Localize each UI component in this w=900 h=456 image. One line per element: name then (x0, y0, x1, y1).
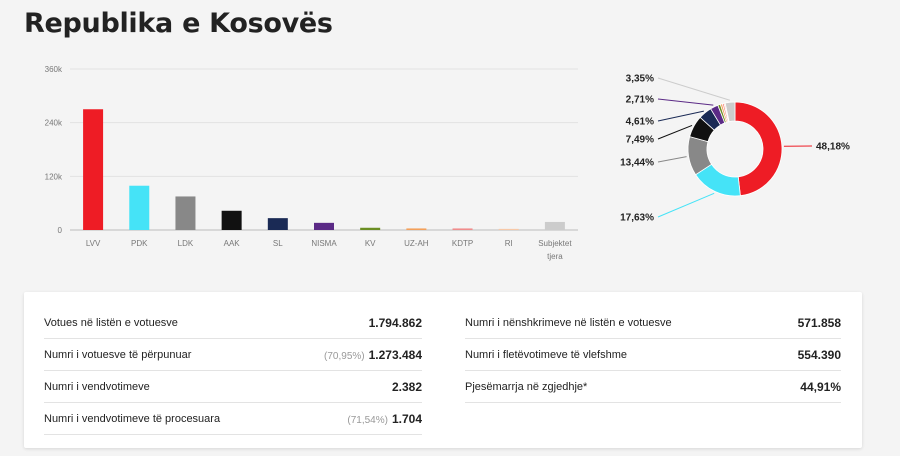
stats-panel: Votues në listën e votuesve 1.794.862 Nu… (24, 292, 862, 448)
bar-chart: 0 120k 240k 360k LVV PDK LDK AAK SL NISMA KV UZ-AH K… (45, 65, 578, 261)
stat-percent: (70,95%) (324, 350, 365, 362)
x-tick-label: tjera (547, 252, 563, 261)
stat-row-registered-voters: Votues në listën e votuesve 1.794.862 (44, 307, 422, 339)
slice-percent-label: 4,61% (626, 117, 654, 128)
slice-percent-label: 13,44% (620, 158, 654, 169)
stat-row-polling-stations: Numri i vendvotimeve 2.382 (44, 371, 422, 403)
x-tick-label: KV (365, 239, 376, 248)
stat-value: 571.858 (797, 315, 841, 330)
x-tick-label: AAK (224, 239, 241, 248)
page-title: Republika e Kosovës (24, 8, 333, 39)
y-tick-label: 120k (45, 172, 63, 181)
y-tick-label: 0 (58, 226, 63, 235)
x-tick-label: NISMA (311, 239, 337, 248)
bar-kdtp[interactable] (452, 228, 473, 230)
x-tick-label: RI (505, 239, 513, 248)
stat-label: Numri i vendvotimeve të procesuara (44, 412, 221, 425)
label-connector (657, 192, 715, 218)
bar-sl[interactable] (267, 218, 288, 230)
stat-label: Pjesëmarrja në zgjedhje* (465, 380, 588, 393)
slice-percent-label: 3,35% (626, 74, 654, 85)
stat-value: 44,91% (800, 379, 841, 394)
x-tick-label: KDTP (452, 239, 473, 248)
x-tick-label: LDK (178, 239, 194, 248)
stat-row-processed-voters: Numri i votuesve të përpunuar (70,95%) 1.… (44, 339, 422, 371)
label-connector (657, 110, 704, 122)
bar-subjektet-tjera[interactable] (544, 221, 565, 230)
y-tick-label: 360k (45, 65, 63, 74)
bar-ri[interactable] (498, 228, 519, 230)
stat-value: 1.794.862 (368, 315, 422, 330)
donut-slice-subjektet-tjera[interactable] (724, 101, 736, 123)
bar-kv[interactable] (360, 227, 381, 230)
bar-ldk[interactable] (175, 196, 196, 230)
label-connector (657, 124, 693, 140)
label-connector (657, 77, 731, 101)
stats-left-column: Votues në listën e votuesve 1.794.862 Nu… (44, 307, 422, 435)
stat-percent: (71,54%) (347, 414, 388, 426)
x-tick-label: UZ-AH (404, 239, 429, 248)
stat-value: 1.704 (391, 411, 422, 426)
stat-row-valid-ballots: Numri i fletëvotimeve të vlefshme 554.39… (465, 339, 841, 371)
stat-row-signatures: Numri i nënshkrimeve në listën e votuesv… (465, 307, 841, 339)
stat-row-processed-stations: Numri i vendvotimeve të procesuara (71,5… (44, 403, 422, 435)
donut-slice-lvv[interactable] (734, 101, 783, 197)
x-tick-label: SL (273, 239, 283, 248)
slice-percent-label: 2,71% (626, 95, 654, 106)
bar-pdk[interactable] (129, 185, 150, 230)
label-connector (657, 98, 714, 106)
bar-lvv[interactable] (83, 109, 104, 230)
slice-percent-label: 17,63% (620, 213, 654, 224)
label-connector (657, 156, 687, 163)
y-tick-label: 240k (45, 119, 63, 128)
bar-uz-ah[interactable] (406, 228, 427, 230)
stat-label: Numri i votuesve të përpunuar (44, 348, 192, 361)
bar-aak[interactable] (221, 210, 242, 230)
x-tick-label: LVV (86, 239, 101, 248)
stat-label: Votues në listën e votuesve (44, 316, 178, 329)
stat-row-turnout: Pjesëmarrja në zgjedhje* 44,91% (465, 371, 841, 403)
x-tick-label: PDK (131, 239, 148, 248)
stats-right-column: Numri i nënshkrimeve në listën e votuesv… (465, 307, 841, 403)
stat-label: Numri i nënshkrimeve në listën e votuesv… (465, 316, 672, 329)
stat-label: Numri i fletëvotimeve të vlefshme (465, 348, 627, 361)
bar-nisma[interactable] (314, 222, 334, 230)
stat-value: 2.382 (391, 379, 422, 394)
stat-label: Numri i vendvotimeve (44, 380, 150, 393)
slice-percent-label: 48,18% (816, 142, 850, 153)
x-tick-label: Subjektet (538, 239, 572, 248)
stat-value: 1.273.484 (368, 347, 422, 362)
stat-value: 554.390 (797, 347, 841, 362)
slice-percent-label: 7,49% (626, 135, 654, 146)
donut-chart: 48,18% 17,63% 13,44% 7,49% 4,61% 2,71% 3,35% (620, 74, 850, 224)
